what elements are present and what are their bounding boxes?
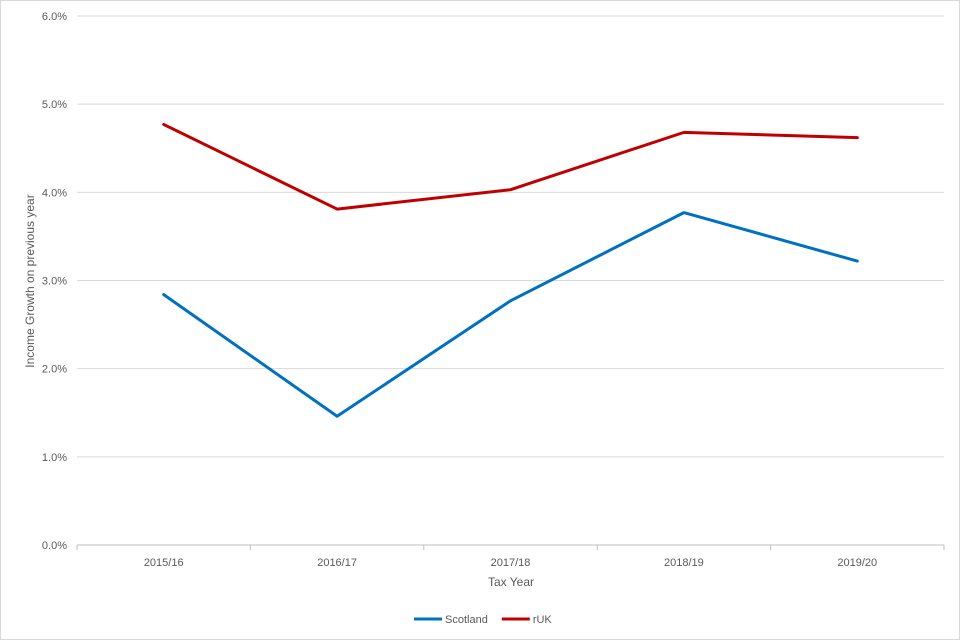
y-tick-label: 0.0% <box>42 540 67 552</box>
series-lines <box>162 122 859 418</box>
legend-label-ruk: rUK <box>533 614 553 626</box>
y-tick-label: 4.0% <box>42 187 67 199</box>
x-tick-label: 2016/17 <box>317 557 357 569</box>
x-tick-label: 2015/16 <box>144 557 184 569</box>
gridlines <box>77 15 944 458</box>
y-tick-label: 6.0% <box>42 11 67 23</box>
x-axis-tick-labels: 2015/16 2016/17 2017/18 2018/19 2019/20 <box>144 557 877 569</box>
x-tick-label: 2017/18 <box>491 557 531 569</box>
y-tick-label: 5.0% <box>42 99 67 111</box>
y-tick-label: 1.0% <box>42 452 67 464</box>
x-axis <box>76 544 945 550</box>
series-line-ruk <box>162 122 859 211</box>
legend: Scotland rUK <box>414 614 552 626</box>
x-axis-title: Tax Year <box>488 575 534 589</box>
y-tick-label: 2.0% <box>42 364 67 376</box>
x-tick-label: 2019/20 <box>837 557 877 569</box>
x-tick-label: 2018/19 <box>664 557 704 569</box>
y-tick-label: 3.0% <box>42 276 67 288</box>
legend-label-scotland: Scotland <box>445 614 488 626</box>
series-line-scotland <box>162 211 859 418</box>
y-axis-title: Income Growth on previous year <box>23 194 37 367</box>
y-axis-tick-labels: 0.0% 1.0% 2.0% 3.0% 4.0% 5.0% 6.0% <box>42 11 67 552</box>
